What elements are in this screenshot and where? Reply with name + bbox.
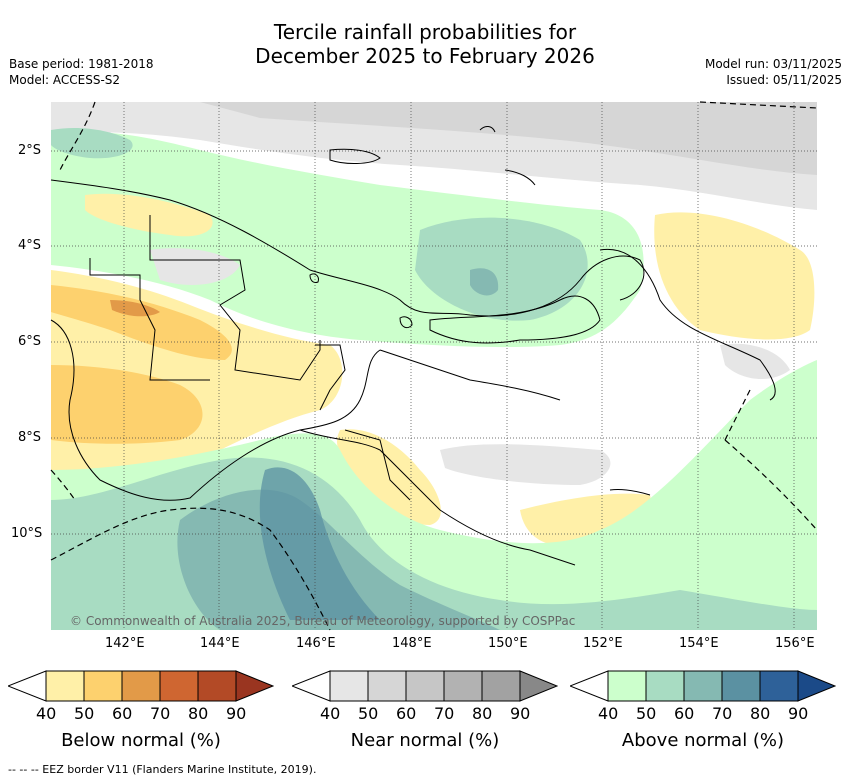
below-normal-over-triangle (235, 670, 274, 702)
near-tick-90: 90 (510, 704, 531, 723)
near-normal-area-east (720, 343, 790, 380)
near-tick-80: 80 (472, 704, 493, 723)
lon-label-148: 148°E (392, 636, 432, 651)
lon-label-142: 142°E (105, 636, 145, 651)
above-normal-swatch-70 (721, 670, 761, 702)
coastlines (50, 126, 776, 566)
lon-label-144: 144°E (200, 636, 240, 651)
below-normal-area-east (654, 212, 815, 340)
below-normal-swatch-50 (83, 670, 123, 702)
issued-date: Issued: 05/11/2025 (726, 73, 842, 87)
title-line-1: Tercile rainfall probabilities for (273, 20, 577, 44)
below-normal-colorbar (8, 670, 274, 702)
near-normal-over-triangle (519, 670, 558, 702)
below-tick-50: 50 (74, 704, 95, 723)
above-normal-swatch-40 (607, 670, 647, 702)
lat-label-6s: 6°S (18, 334, 42, 349)
lon-label-154: 154°E (679, 636, 719, 651)
near-tick-70: 70 (434, 704, 455, 723)
title-line-2: December 2025 to February 2026 (255, 44, 595, 68)
probability-shading (51, 102, 817, 630)
below-tick-60: 60 (112, 704, 133, 723)
above-tick-80: 80 (750, 704, 771, 723)
lat-label-4s: 4°S (18, 238, 42, 253)
lat-label-8s: 8°S (18, 430, 42, 445)
above-normal-swatch-50 (645, 670, 685, 702)
near-normal-swatch-50 (367, 670, 407, 702)
near-normal-under-triangle (292, 670, 331, 702)
below-normal-swatch-40 (45, 670, 85, 702)
below-normal-swatch-80 (197, 670, 237, 702)
lon-label-156: 156°E (775, 636, 815, 651)
near-normal-swatch-60 (405, 670, 445, 702)
near-tick-50: 50 (358, 704, 379, 723)
below-normal-area-southeast (520, 493, 651, 547)
below-tick-40: 40 (36, 704, 57, 723)
near-normal-area-top-50 (200, 102, 817, 175)
lon-label-146: 146°E (296, 636, 336, 651)
below-normal-label: Below normal (%) (61, 730, 221, 751)
above-normal-label: Above normal (%) (621, 730, 785, 751)
above-normal-area-60-south (177, 489, 501, 630)
above-tick-50: 50 (636, 704, 657, 723)
near-normal-area-inland (150, 248, 240, 285)
below-normal-swatch-70 (159, 670, 199, 702)
near-normal-area-central (440, 444, 611, 485)
near-normal-swatch-80 (481, 670, 521, 702)
below-normal-area-50-west (51, 285, 232, 360)
below-normal-area-60 (110, 300, 160, 317)
above-tick-70: 70 (712, 704, 733, 723)
below-normal-swatch-60 (121, 670, 161, 702)
base-period: Base period: 1981-2018 (9, 57, 154, 71)
above-normal-area-60-north (470, 268, 499, 296)
below-normal-area-north-coast (85, 193, 213, 237)
above-normal-swatch-80 (759, 670, 799, 702)
above-normal-colorbar (570, 670, 836, 702)
below-normal-under-triangle (8, 670, 47, 702)
above-normal-area-70-south (259, 467, 380, 620)
copyright-note: © Commonwealth of Australia 2025, Bureau… (70, 614, 576, 628)
eez-footer-note: -- -- -- EEZ border V11 (Flanders Marine… (8, 763, 317, 776)
above-normal-under-triangle (570, 670, 609, 702)
below-tick-90: 90 (226, 704, 247, 723)
near-tick-40: 40 (320, 704, 341, 723)
below-tick-70: 70 (150, 704, 171, 723)
above-tick-90: 90 (788, 704, 809, 723)
near-tick-60: 60 (396, 704, 417, 723)
above-normal-swatch-60 (683, 670, 723, 702)
below-tick-80: 80 (188, 704, 209, 723)
below-normal-area-50-southwest (51, 365, 203, 444)
above-tick-60: 60 (674, 704, 695, 723)
graticule (51, 102, 817, 630)
eez-borders (50, 101, 818, 631)
above-normal-area-50-north (415, 217, 588, 321)
above-normal-over-triangle (797, 670, 836, 702)
near-normal-label: Near normal (%) (350, 730, 500, 751)
lon-label-150: 150°E (488, 636, 528, 651)
model-name: Model: ACCESS-S2 (9, 73, 121, 87)
model-run: Model run: 03/11/2025 (704, 57, 842, 71)
lat-label-2s: 2°S (18, 143, 42, 158)
lat-label-10s: 10°S (11, 526, 43, 541)
near-normal-swatch-40 (329, 670, 369, 702)
lon-label-152: 152°E (583, 636, 623, 651)
near-normal-swatch-70 (443, 670, 483, 702)
near-normal-colorbar (292, 670, 558, 702)
above-tick-40: 40 (598, 704, 619, 723)
